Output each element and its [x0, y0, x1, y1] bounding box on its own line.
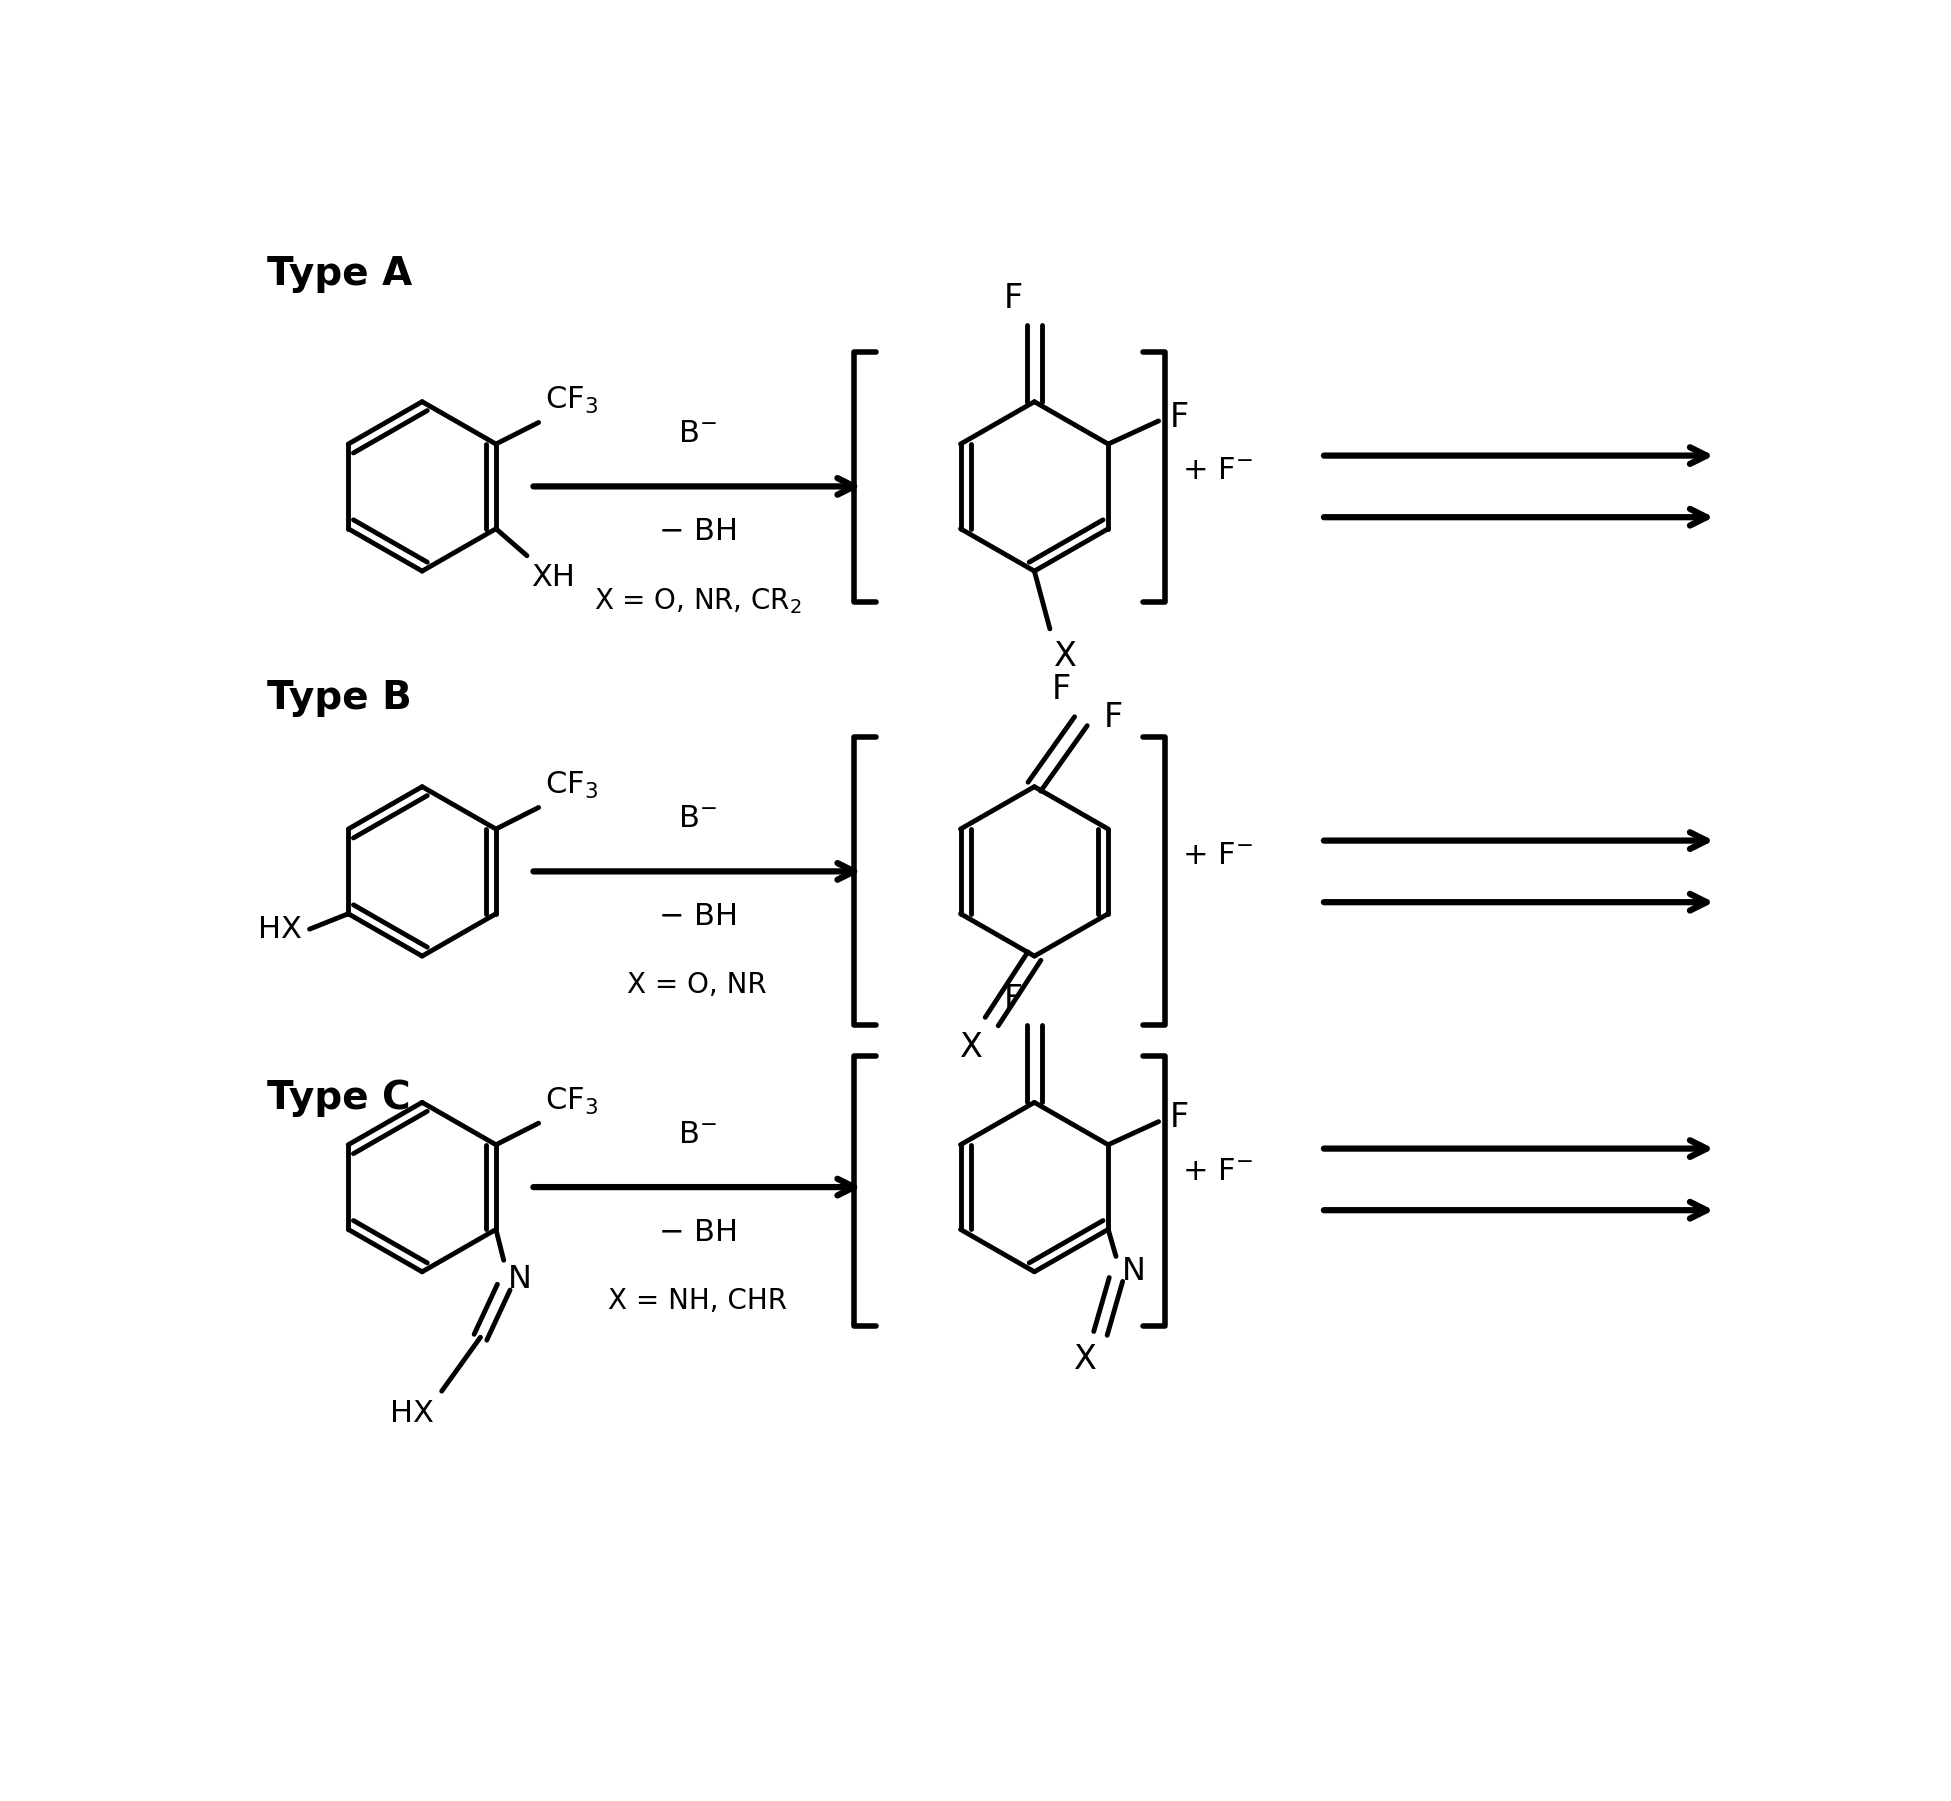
Text: $-$ BH: $-$ BH	[657, 1217, 736, 1246]
Text: X = O, NR: X = O, NR	[628, 971, 767, 1000]
Text: Type B: Type B	[267, 679, 412, 717]
Text: $-$ BH: $-$ BH	[657, 517, 736, 546]
Text: X = O, NR, CR$_2$: X = O, NR, CR$_2$	[593, 587, 802, 616]
Text: XH: XH	[531, 564, 576, 593]
Text: F: F	[1104, 701, 1124, 733]
Text: $-$ BH: $-$ BH	[657, 902, 736, 931]
Text: X: X	[1073, 1342, 1096, 1376]
Text: F: F	[1052, 674, 1071, 706]
Text: HX: HX	[258, 915, 302, 944]
Text: F: F	[1003, 283, 1022, 315]
Text: B$^{-}$: B$^{-}$	[677, 1120, 716, 1149]
Text: CF$_3$: CF$_3$	[544, 1086, 597, 1117]
Text: CF$_3$: CF$_3$	[544, 385, 597, 416]
Text: F: F	[1171, 1100, 1190, 1135]
Text: Type A: Type A	[267, 256, 412, 294]
Text: F: F	[1171, 400, 1190, 434]
Text: X: X	[960, 1030, 983, 1064]
Text: B$^{-}$: B$^{-}$	[677, 803, 716, 832]
Text: B$^{-}$: B$^{-}$	[677, 420, 716, 448]
Text: X: X	[1054, 641, 1077, 674]
Text: F: F	[1003, 983, 1022, 1016]
Text: X = NH, CHR: X = NH, CHR	[609, 1288, 786, 1315]
Text: + F$^{-}$: + F$^{-}$	[1182, 1158, 1253, 1187]
Text: N: N	[1122, 1257, 1145, 1288]
Text: CF$_3$: CF$_3$	[544, 771, 597, 801]
Text: Type C: Type C	[267, 1079, 412, 1117]
Text: N: N	[507, 1264, 531, 1295]
Text: HX: HX	[390, 1399, 433, 1428]
Text: + F$^{-}$: + F$^{-}$	[1182, 456, 1253, 486]
Text: + F$^{-}$: + F$^{-}$	[1182, 841, 1253, 870]
